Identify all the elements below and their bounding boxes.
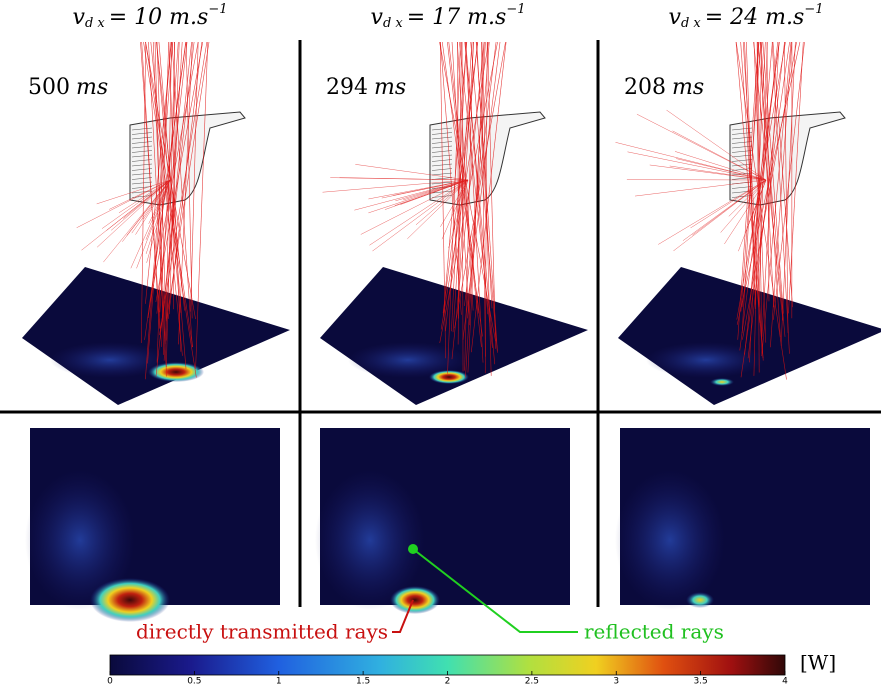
colorbar-tick-label: 4 <box>782 677 788 687</box>
annotation: directly transmitted rays <box>136 620 388 644</box>
time-value: 294 <box>326 75 368 100</box>
symbol: v <box>669 5 682 30</box>
colorbar-tick-label: 0 <box>107 677 113 687</box>
colorbar-tick-label: 3.5 <box>693 677 707 687</box>
panel-heading: vd x = 24 m.s−1 <box>669 2 824 31</box>
time-value: 500 <box>28 75 70 100</box>
superscript: −1 <box>804 2 823 17</box>
plate <box>618 267 881 405</box>
superscript: −1 <box>208 2 227 17</box>
panel-heading: vd x = 17 m.s−1 <box>371 2 526 31</box>
colorbar-tick-label: 0.5 <box>187 677 201 687</box>
reflected-marker <box>408 544 418 554</box>
plate-spot <box>429 370 469 384</box>
plate-haze <box>646 342 766 378</box>
annotation: reflected rays <box>584 620 724 644</box>
plate-spot <box>710 378 734 386</box>
time-label: 208ms <box>624 75 704 100</box>
time-unit: ms <box>76 75 108 100</box>
panel-heading: vd x = 10 m.s−1 <box>73 2 228 31</box>
subscript: d x <box>85 16 105 31</box>
heatmap-haze <box>615 470 725 610</box>
subscript: d x <box>681 16 701 31</box>
heatmap-spot <box>90 578 170 622</box>
colorbar-tick-label: 1.5 <box>356 677 370 687</box>
colorbar-tick-label: 1 <box>276 677 282 687</box>
time-value: 208 <box>624 75 666 100</box>
page: {"panels": [ {"symbol": "v", "subscript"… <box>0 0 881 687</box>
plate <box>320 267 588 405</box>
symbol: v <box>73 5 86 30</box>
equals: = 10 m.s <box>109 5 209 30</box>
subscript: d x <box>383 16 403 31</box>
lamp-body <box>430 112 545 205</box>
time-unit: ms <box>672 75 704 100</box>
colorbar-tick-label: 2 <box>445 677 451 687</box>
heatmap-spot <box>686 592 714 608</box>
plate <box>22 267 290 405</box>
superscript: −1 <box>506 2 525 17</box>
equals: = 17 m.s <box>407 5 507 30</box>
colorbar-unit: [W] <box>800 651 836 675</box>
ray <box>658 180 766 244</box>
symbol: v <box>371 5 384 30</box>
time-unit: ms <box>374 75 406 100</box>
equals: = 24 m.s <box>705 5 805 30</box>
colorbar-tick-label: 2.5 <box>525 677 539 687</box>
figure: vd x= 10 m.s−1500msvd x= 17 m.s−1294msvd… <box>0 0 881 687</box>
colorbar-tick-label: 3 <box>613 677 619 687</box>
heatmap-spot <box>390 586 440 614</box>
